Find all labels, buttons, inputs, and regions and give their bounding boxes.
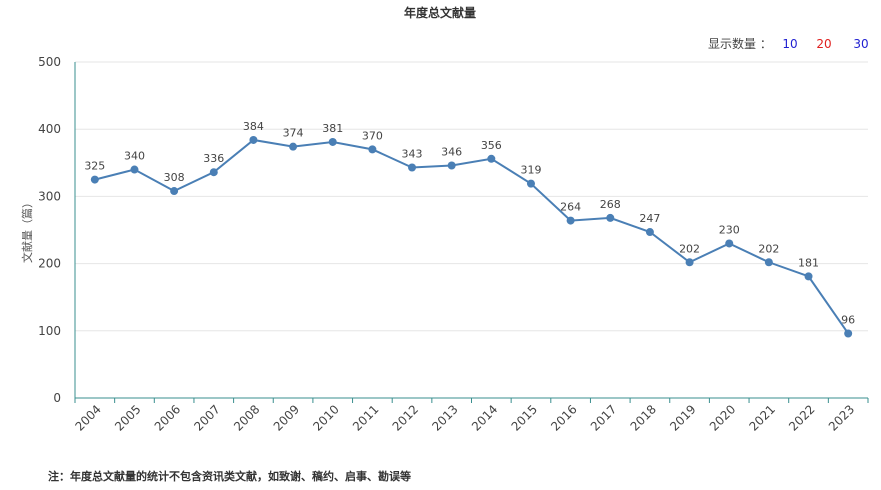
data-point[interactable]: [368, 145, 377, 154]
series-line-group: 325 340 308 336 384 374 381 370 343 346 356 319 264 2…: [84, 120, 855, 338]
data-point[interactable]: [447, 161, 456, 170]
x-tick-label: 2016: [548, 402, 579, 433]
data-label: 384: [243, 120, 264, 133]
data-label: 340: [124, 150, 145, 163]
chart-title: 年度总文献量: [404, 5, 476, 20]
x-tick-label: 2013: [429, 402, 460, 433]
data-label: 356: [481, 139, 502, 152]
data-point[interactable]: [487, 154, 496, 163]
y-tick-label: 300: [38, 189, 61, 203]
data-label: 181: [798, 256, 819, 269]
y-tick-label: 100: [38, 324, 61, 338]
data-label: 381: [322, 122, 343, 135]
data-label: 319: [520, 164, 541, 177]
data-label: 336: [203, 152, 224, 165]
axes: [74, 62, 868, 399]
display-option-20[interactable]: 20: [816, 37, 831, 51]
data-label: 325: [84, 160, 105, 173]
data-label: 343: [402, 148, 423, 161]
x-tick-label: 2005: [112, 402, 143, 433]
data-point[interactable]: [804, 272, 813, 281]
data-point[interactable]: [685, 258, 694, 267]
data-point[interactable]: [289, 142, 298, 151]
data-label: 202: [679, 242, 700, 255]
data-point[interactable]: [764, 258, 773, 267]
data-point[interactable]: [90, 175, 99, 184]
data-point[interactable]: [209, 168, 218, 177]
data-point[interactable]: [249, 135, 258, 144]
x-tick-label: 2023: [826, 402, 857, 433]
data-point[interactable]: [170, 187, 179, 196]
display-count-label: 显示数量 ：: [708, 36, 772, 51]
data-label: 202: [758, 242, 779, 255]
display-option-10[interactable]: 10: [782, 37, 797, 51]
data-label: 264: [560, 201, 581, 214]
y-tick-label: 0: [53, 391, 61, 405]
display-count-control: 显示数量 ： 10 20 30: [708, 36, 869, 51]
x-tick-label: 2004: [72, 402, 103, 433]
x-tick-label: 2008: [231, 402, 262, 433]
x-tick-label: 2007: [191, 402, 222, 433]
data-point[interactable]: [408, 163, 417, 172]
data-point[interactable]: [645, 228, 654, 237]
y-tick-label: 400: [38, 122, 61, 136]
x-tick-label: 2011: [350, 402, 381, 433]
x-tick-label: 2021: [746, 402, 777, 433]
data-point[interactable]: [725, 239, 734, 248]
data-point[interactable]: [130, 165, 139, 174]
data-label: 308: [164, 171, 185, 184]
data-point[interactable]: [526, 179, 535, 188]
x-tick-label: 2020: [707, 402, 738, 433]
x-tick-label: 2006: [152, 402, 183, 433]
y-axis-label: 文献量（篇）: [20, 197, 34, 263]
y-tick-label: 500: [38, 55, 61, 69]
x-tick-label: 2014: [469, 402, 500, 433]
x-tick-label: 2018: [628, 402, 659, 433]
x-tick-label: 2019: [667, 402, 698, 433]
x-axis-ticks: 2004 2005 2006 2007 2008 2009 2010 2011 2012 2013…: [72, 398, 869, 434]
series-line: [94, 138, 849, 335]
data-point[interactable]: [328, 137, 337, 146]
data-point[interactable]: [566, 216, 575, 225]
data-label: 370: [362, 129, 383, 142]
data-label: 96: [841, 313, 855, 326]
x-tick-label: 2017: [588, 402, 619, 433]
y-tick-label: 200: [38, 257, 61, 271]
display-option-30[interactable]: 30: [853, 37, 868, 51]
x-tick-label: 2010: [310, 402, 341, 433]
data-point[interactable]: [844, 329, 853, 338]
x-tick-label: 2015: [509, 402, 540, 433]
data-label: 374: [283, 127, 304, 140]
footnote: 注：年度总文献量的统计不包含资讯类文献，如致谢、稿约、启事、勘误等: [48, 469, 411, 483]
data-label: 268: [600, 198, 621, 211]
x-tick-label: 2012: [390, 402, 421, 433]
data-point[interactable]: [606, 213, 615, 222]
grid-lines: [75, 61, 868, 332]
data-label: 230: [719, 223, 740, 236]
data-label: 247: [639, 212, 660, 225]
x-tick-label: 2022: [786, 402, 817, 433]
data-label: 346: [441, 145, 462, 158]
y-axis-ticks: 0 100 200 300 400 500: [38, 55, 61, 405]
x-tick-label: 2009: [271, 402, 302, 433]
